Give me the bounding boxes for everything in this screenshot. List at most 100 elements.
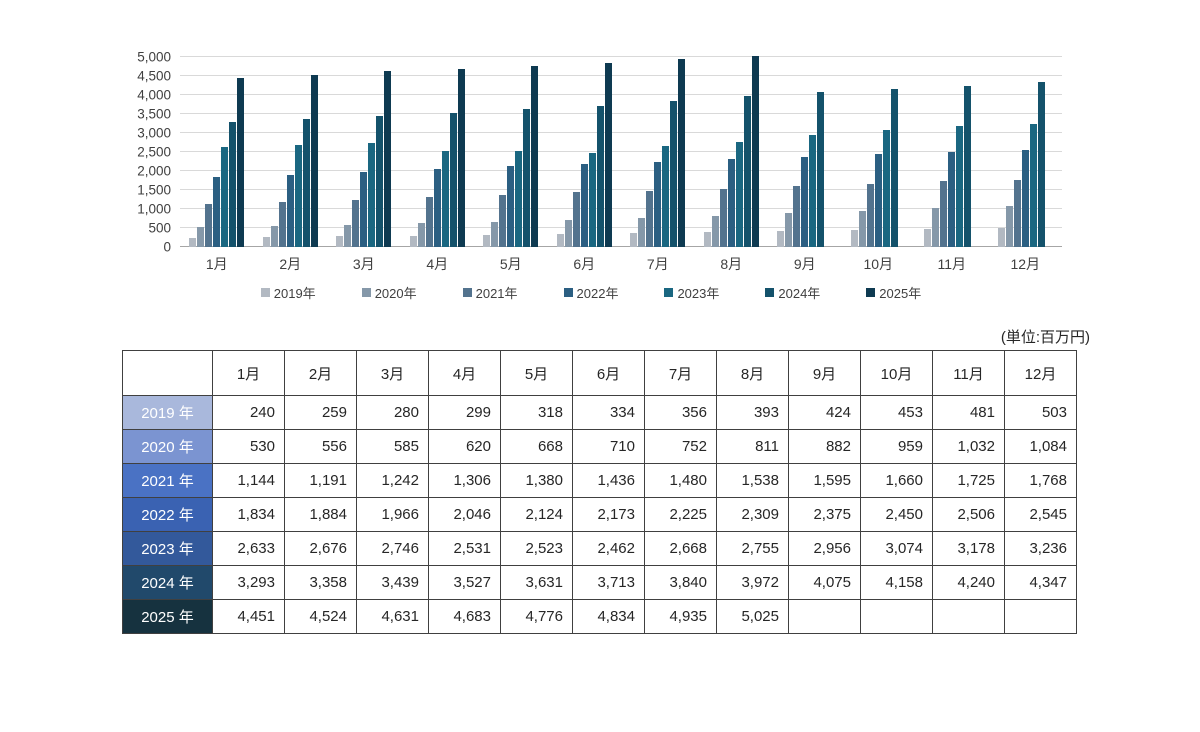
- month-header-4月: 4月: [428, 350, 501, 396]
- gridline: [180, 208, 1062, 209]
- gridline: [180, 75, 1062, 76]
- legend-swatch-icon: [260, 288, 270, 297]
- value-cell: 2,046: [428, 497, 501, 532]
- value-cell: 1,191: [284, 463, 357, 498]
- bar-group-5月: [474, 57, 548, 247]
- value-cell: 2,746: [356, 531, 429, 566]
- year-header-cell: 2020 年: [122, 429, 213, 464]
- value-cell: 4,451: [212, 599, 285, 634]
- bar-group-4月: [401, 57, 475, 247]
- table-row: 2022 年 1,834 1,884 1,966 2,046 2,124 2,173 2,22…: [122, 497, 1077, 532]
- bar-2024年-9月: [817, 92, 825, 247]
- x-axis-label-8月: 8月: [720, 256, 743, 272]
- bar-2025年-6月: [604, 63, 612, 247]
- value-cell: 2,523: [500, 531, 573, 566]
- table-row: 2020 年 530 556 585 620 668 710 752 811 882 959 1,03…: [122, 429, 1077, 464]
- value-cell: 318: [500, 395, 573, 430]
- year-header-cell: 2022 年: [122, 497, 213, 532]
- value-cell: 1,834: [212, 497, 285, 532]
- bar-2023年-4月: [441, 151, 449, 247]
- value-cell: 882: [788, 429, 861, 464]
- bar-2019年-2月: [262, 237, 270, 247]
- value-cell: 3,293: [212, 565, 285, 600]
- value-cell: 2,173: [572, 497, 645, 532]
- bar-2020年-6月: [564, 220, 572, 247]
- value-cell: 424: [788, 395, 861, 430]
- value-cell: [860, 599, 933, 634]
- value-cell: 259: [284, 395, 357, 430]
- bar-2022年-4月: [433, 169, 441, 247]
- unit-caption: (単位:百万円): [1000, 329, 1090, 346]
- legend-item-2021年: 2021年: [462, 283, 518, 302]
- value-cell: 2,450: [860, 497, 933, 532]
- x-axis-label-6月: 6月: [573, 256, 596, 272]
- value-cell: 240: [212, 395, 285, 430]
- value-cell: 4,834: [572, 599, 645, 634]
- value-cell: 2,633: [212, 531, 285, 566]
- bar-2019年-7月: [630, 233, 638, 247]
- bar-2022年-11月: [948, 152, 956, 247]
- bar-2024年-1月: [229, 122, 237, 247]
- gridline: [180, 189, 1062, 190]
- bar-2023年-10月: [882, 130, 890, 247]
- month-header-10月: 10月: [860, 350, 933, 396]
- value-cell: 1,480: [644, 463, 717, 498]
- table-row: 2019 年 240 259 280 299 318 334 356 393 424 453 481 5…: [122, 395, 1077, 430]
- bar-2021年-2月: [278, 202, 286, 247]
- bar-2021年-6月: [572, 192, 580, 247]
- value-cell: 4,347: [1004, 565, 1077, 600]
- legend-item-2024年: 2024年: [765, 283, 820, 302]
- legend-item-2020年: 2020年: [361, 283, 417, 302]
- value-cell: 710: [572, 429, 645, 464]
- value-cell: 585: [356, 429, 429, 464]
- bar-2025年-3月: [384, 71, 392, 247]
- month-header-1月: 1月: [212, 350, 285, 396]
- year-header-cell: 2023 年: [122, 531, 213, 566]
- bar-2019年-1月: [189, 238, 197, 247]
- table-row: 2025 年 4,451 4,524 4,631 4,683 4,776 4,834 4,93…: [122, 599, 1077, 634]
- monthly-sales-bar-chart: 0 500 1,000 1,500 2,000 2,500 3,000 3,500 4,000 4…: [137, 50, 1062, 255]
- bar-2021年-1月: [205, 204, 213, 247]
- value-cell: 2,668: [644, 531, 717, 566]
- legend-swatch-icon: [664, 288, 674, 297]
- value-cell: 811: [716, 429, 789, 464]
- bar-2023年-7月: [662, 146, 670, 247]
- bar-2025年-2月: [310, 75, 318, 247]
- bar-2022年-9月: [801, 157, 809, 247]
- value-cell: 5,025: [716, 599, 789, 634]
- bar-2023年-1月: [221, 147, 229, 247]
- value-cell: 3,439: [356, 565, 429, 600]
- value-cell: 1,538: [716, 463, 789, 498]
- bar-2023年-2月: [294, 145, 302, 247]
- value-cell: 556: [284, 429, 357, 464]
- gridline: [180, 56, 1062, 57]
- value-cell: 1,144: [212, 463, 285, 498]
- bar-2020年-9月: [785, 213, 793, 247]
- value-cell: 3,713: [572, 565, 645, 600]
- y-axis-tick-label: 2,000: [137, 163, 171, 179]
- value-cell: 3,358: [284, 565, 357, 600]
- value-cell: 453: [860, 395, 933, 430]
- legend-label: 2025年: [879, 286, 922, 301]
- value-cell: 3,527: [428, 565, 501, 600]
- bar-2021年-9月: [793, 186, 801, 247]
- bar-group-2月: [254, 57, 328, 247]
- bar-2020年-2月: [270, 226, 278, 247]
- x-axis-label-10月: 10月: [863, 256, 894, 272]
- table-corner-cell: [122, 350, 213, 396]
- bar-2022年-8月: [727, 159, 735, 247]
- bar-group-1月: [180, 57, 254, 247]
- value-cell: 503: [1004, 395, 1077, 430]
- bar-2025年-1月: [237, 78, 245, 247]
- legend-swatch-icon: [563, 288, 573, 297]
- month-header-5月: 5月: [500, 350, 573, 396]
- bar-2024年-2月: [302, 119, 310, 247]
- x-axis-label-2月: 2月: [279, 256, 302, 272]
- value-cell: 3,631: [500, 565, 573, 600]
- legend-item-2019年: 2019年: [260, 283, 316, 302]
- bar-2024年-12月: [1037, 82, 1045, 247]
- table-row: 2024 年 3,293 3,358 3,439 3,527 3,631 3,713 3,84…: [122, 565, 1077, 600]
- gridline: [180, 113, 1062, 114]
- value-cell: 4,240: [932, 565, 1005, 600]
- bar-2024年-4月: [449, 113, 457, 247]
